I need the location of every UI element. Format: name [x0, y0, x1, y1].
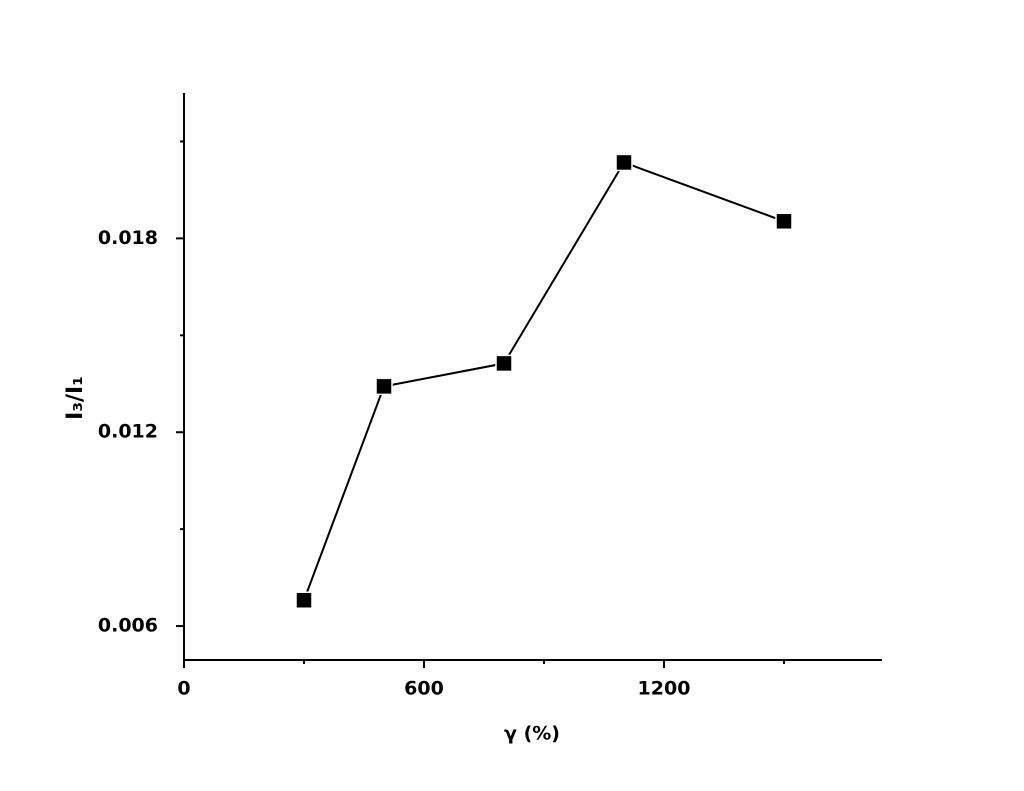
- y-tick-label: 0.012: [98, 421, 158, 443]
- marker: [615, 153, 633, 172]
- x-tick-label: 1200: [638, 678, 691, 700]
- marker: [375, 377, 393, 396]
- y-tick-label: 0.006: [98, 615, 158, 637]
- x-tick-label: 0: [177, 678, 190, 700]
- y-tick-label: 0.018: [98, 227, 158, 249]
- marker: [495, 354, 513, 373]
- y-axis-label: I₃/I₁: [63, 376, 88, 420]
- marker: [295, 591, 313, 609]
- x-tick-label: 600: [404, 678, 444, 700]
- x-axis-label: γ (%): [504, 723, 560, 745]
- marker: [775, 212, 793, 231]
